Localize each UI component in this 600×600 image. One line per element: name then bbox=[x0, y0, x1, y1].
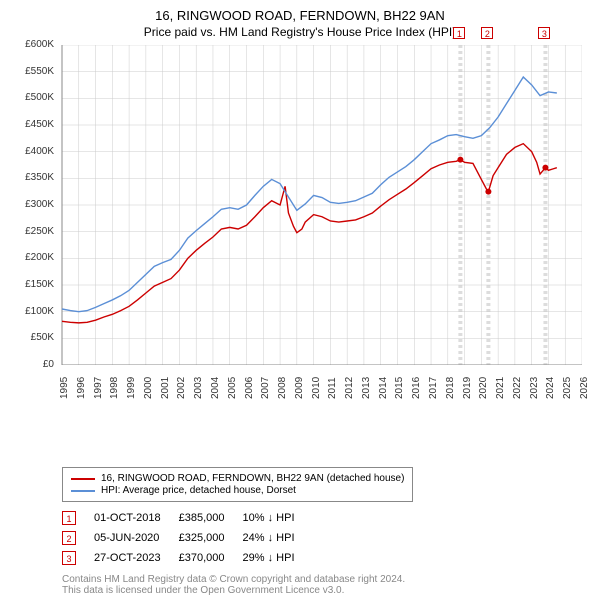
y-axis-label: £550K bbox=[10, 66, 54, 77]
x-axis-label: 2006 bbox=[244, 377, 255, 399]
sale-price: £325,000 bbox=[179, 528, 243, 548]
series-hpi bbox=[62, 77, 557, 312]
x-axis-label: 2016 bbox=[411, 377, 422, 399]
sale-marker-top: 2 bbox=[481, 27, 493, 39]
y-axis-label: £250K bbox=[10, 226, 54, 237]
x-axis-label: 2000 bbox=[143, 377, 154, 399]
y-axis-label: £500K bbox=[10, 92, 54, 103]
sale-marker-top: 1 bbox=[453, 27, 465, 39]
y-axis-label: £450K bbox=[10, 119, 54, 130]
x-axis-label: 2024 bbox=[545, 377, 556, 399]
y-axis-label: £350K bbox=[10, 172, 54, 183]
x-axis-label: 2026 bbox=[579, 377, 590, 399]
table-row: 2 05-JUN-2020£325,00024% ↓ HPI bbox=[62, 528, 313, 548]
x-axis-label: 2011 bbox=[327, 377, 338, 399]
series-property bbox=[62, 144, 557, 323]
chart-container: 16, RINGWOOD ROAD, FERNDOWN, BH22 9AN Pr… bbox=[0, 0, 600, 600]
sale-point bbox=[542, 165, 548, 171]
footer-line-2: This data is licensed under the Open Gov… bbox=[62, 585, 590, 596]
x-axis-label: 2008 bbox=[277, 377, 288, 399]
x-axis-label: 2007 bbox=[260, 377, 271, 399]
x-axis-label: 2020 bbox=[478, 377, 489, 399]
x-axis-label: 2005 bbox=[227, 377, 238, 399]
legend-label: HPI: Average price, detached house, Dors… bbox=[101, 485, 296, 496]
sale-date: 27-OCT-2023 bbox=[94, 548, 179, 568]
y-axis-label: £50K bbox=[10, 332, 54, 343]
footer: Contains HM Land Registry data © Crown c… bbox=[62, 574, 590, 596]
y-axis-label: £0 bbox=[10, 359, 54, 370]
sale-point bbox=[457, 157, 463, 163]
table-row: 1 01-OCT-2018£385,00010% ↓ HPI bbox=[62, 508, 313, 528]
x-axis-label: 1998 bbox=[109, 377, 120, 399]
x-axis-label: 1995 bbox=[59, 377, 70, 399]
chart-title: 16, RINGWOOD ROAD, FERNDOWN, BH22 9AN bbox=[10, 8, 590, 23]
x-axis-label: 2014 bbox=[378, 377, 389, 399]
y-axis-label: £600K bbox=[10, 39, 54, 50]
table-row: 3 27-OCT-2023£370,00029% ↓ HPI bbox=[62, 548, 313, 568]
x-axis-label: 2022 bbox=[512, 377, 523, 399]
x-axis-label: 2010 bbox=[311, 377, 322, 399]
sale-price: £370,000 bbox=[179, 548, 243, 568]
footer-line-1: Contains HM Land Registry data © Crown c… bbox=[62, 574, 590, 585]
x-axis-label: 2015 bbox=[394, 377, 405, 399]
x-axis-label: 2002 bbox=[176, 377, 187, 399]
legend-item: HPI: Average price, detached house, Dors… bbox=[71, 485, 404, 496]
sale-marker: 3 bbox=[62, 551, 76, 565]
x-axis-label: 2021 bbox=[495, 377, 506, 399]
sale-pct: 10% ↓ HPI bbox=[243, 508, 313, 528]
x-axis-label: 2003 bbox=[193, 377, 204, 399]
legend: 16, RINGWOOD ROAD, FERNDOWN, BH22 9AN (d… bbox=[62, 467, 413, 502]
sale-marker: 2 bbox=[62, 531, 76, 545]
sale-pct: 29% ↓ HPI bbox=[243, 548, 313, 568]
sale-marker-top: 3 bbox=[538, 27, 550, 39]
x-axis-label: 2025 bbox=[562, 377, 573, 399]
sale-date: 05-JUN-2020 bbox=[94, 528, 179, 548]
chart-subtitle: Price paid vs. HM Land Registry's House … bbox=[10, 25, 590, 39]
sale-marker: 1 bbox=[62, 511, 76, 525]
legend-label: 16, RINGWOOD ROAD, FERNDOWN, BH22 9AN (d… bbox=[101, 473, 404, 484]
y-axis-label: £300K bbox=[10, 199, 54, 210]
x-axis-label: 2012 bbox=[344, 377, 355, 399]
x-axis-label: 2018 bbox=[445, 377, 456, 399]
x-axis-label: 2019 bbox=[462, 377, 473, 399]
sale-pct: 24% ↓ HPI bbox=[243, 528, 313, 548]
sale-date: 01-OCT-2018 bbox=[94, 508, 179, 528]
sale-point bbox=[485, 189, 491, 195]
legend-swatch bbox=[71, 478, 95, 480]
y-axis-label: £150K bbox=[10, 279, 54, 290]
y-axis-label: £400K bbox=[10, 146, 54, 157]
legend-swatch bbox=[71, 490, 95, 492]
x-axis-label: 1996 bbox=[76, 377, 87, 399]
x-axis-label: 1997 bbox=[93, 377, 104, 399]
y-axis-label: £200K bbox=[10, 252, 54, 263]
x-axis-label: 2013 bbox=[361, 377, 372, 399]
y-axis-label: £100K bbox=[10, 306, 54, 317]
x-axis-label: 2004 bbox=[210, 377, 221, 399]
sales-table: 1 01-OCT-2018£385,00010% ↓ HPI 2 05-JUN-202… bbox=[62, 508, 313, 568]
x-axis-label: 2017 bbox=[428, 377, 439, 399]
legend-item: 16, RINGWOOD ROAD, FERNDOWN, BH22 9AN (d… bbox=[71, 473, 404, 484]
x-axis-label: 2001 bbox=[160, 377, 171, 399]
chart-area: £0 £50K £100K £150K £200K £250K £300K £350K £400… bbox=[10, 45, 582, 415]
x-axis-label: 2009 bbox=[294, 377, 305, 399]
x-axis-label: 2023 bbox=[529, 377, 540, 399]
x-axis-label: 1999 bbox=[126, 377, 137, 399]
sale-price: £385,000 bbox=[179, 508, 243, 528]
